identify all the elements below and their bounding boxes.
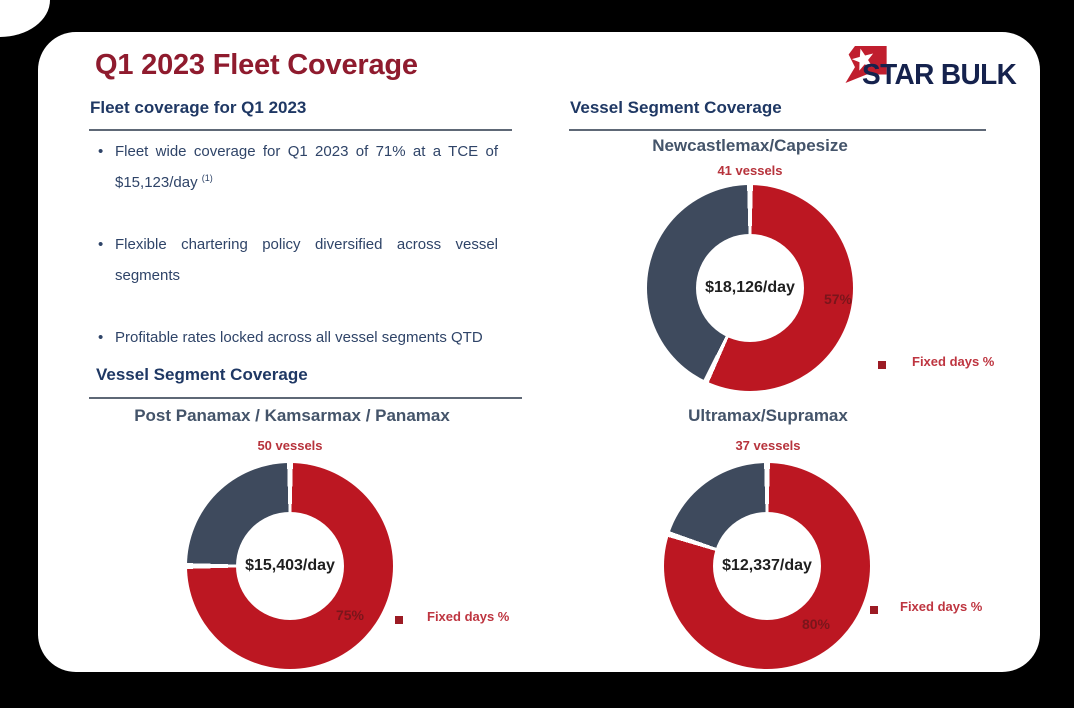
right-heading-rule	[569, 129, 986, 131]
slide: Q1 2023 Fleet Coverage STAR BULK Fleet c…	[38, 32, 1040, 672]
vessel-count-label: 50 vessels	[257, 438, 323, 453]
tce-center-label: $18,126/day	[705, 279, 795, 296]
left-section-heading: Fleet coverage for Q1 2023	[90, 98, 307, 117]
fixed-days-pct-label: 57%	[823, 291, 853, 307]
bullet-item: Fleet wide coverage for Q1 2023 of 71% a…	[98, 136, 498, 198]
bullet-text: Fleet wide coverage for Q1 2023 of 71% a…	[115, 143, 498, 191]
donut-center: $12,337/day	[713, 512, 821, 620]
left-heading-rule	[89, 129, 512, 131]
legend-marker	[395, 616, 403, 624]
vessel-count-label: 37 vessels	[735, 438, 801, 453]
donut-center: $15,403/day	[236, 512, 344, 620]
fixed-days-pct-label: 80%	[801, 616, 831, 632]
background-card-corner	[0, 0, 50, 37]
donut-chart-newcastlemax-capesize: $18,126/day	[647, 185, 853, 391]
chart-title-ultramax-supramax: Ultramax/Supramax	[688, 406, 848, 425]
tce-center-label: $15,403/day	[245, 557, 335, 574]
bullet-text: Profitable rates locked across all vesse…	[115, 329, 483, 346]
bullet-item: Profitable rates locked across all vesse…	[98, 322, 498, 353]
bullet-item: Flexible chartering policy diversified a…	[98, 229, 498, 291]
bullet-list: Fleet wide coverage for Q1 2023 of 71% a…	[98, 136, 498, 384]
chart-title-post-panamax-kamsarmax-panamax: Post Panamax / Kamsarmax / Panamax	[134, 406, 450, 425]
donut-chart-post-panamax-kamsarmax-panamax: $15,403/day	[187, 463, 393, 669]
donut-center: $18,126/day	[696, 234, 804, 342]
chart-title-newcastlemax-capesize: Newcastlemax/Capesize	[652, 136, 848, 155]
left-subsection-heading: Vessel Segment Coverage	[96, 365, 308, 384]
right-section-heading: Vessel Segment Coverage	[570, 98, 782, 117]
footnote-ref: (1)	[201, 173, 213, 183]
left-subheading-rule	[89, 397, 522, 399]
vessel-count-label: 41 vessels	[717, 163, 783, 178]
legend-label: Fixed days %	[900, 599, 983, 614]
legend-marker	[870, 606, 878, 614]
legend-label: Fixed days %	[427, 609, 510, 624]
starbulk-wordmark: STAR BULK	[862, 58, 1017, 91]
starbulk-flag-icon	[845, 46, 887, 83]
bullet-text: Flexible chartering policy diversified a…	[115, 236, 498, 284]
fixed-days-pct-label: 75%	[335, 607, 365, 623]
donut-chart-ultramax-supramax: $12,337/day	[664, 463, 870, 669]
tce-center-label: $12,337/day	[722, 557, 812, 574]
page-title: Q1 2023 Fleet Coverage	[95, 49, 418, 81]
legend-marker	[878, 361, 886, 369]
legend-label: Fixed days %	[912, 354, 995, 369]
